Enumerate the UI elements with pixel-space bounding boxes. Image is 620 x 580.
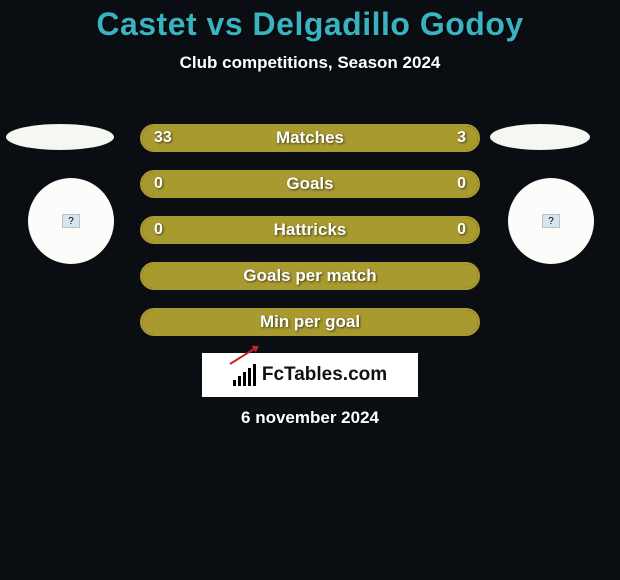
question-icon: ?	[62, 214, 80, 228]
logo-bars-icon	[233, 364, 256, 386]
stat-rows: Matches333Goals00Hattricks00Goals per ma…	[140, 124, 480, 354]
stat-value-left: 33	[142, 126, 184, 150]
stat-label: Goals per match	[142, 264, 478, 288]
flag-left-placeholder	[6, 124, 114, 150]
date-text: 6 november 2024	[0, 408, 620, 428]
stat-label: Min per goal	[142, 310, 478, 334]
fctables-logo: FcTables.com	[202, 353, 418, 397]
stat-label: Matches	[142, 126, 478, 150]
stat-row: Hattricks0 0	[140, 216, 480, 244]
question-icon: ?	[542, 214, 560, 228]
page-title: Castet vs Delgadillo Godoy	[0, 0, 620, 43]
stat-row: Min per goal	[140, 308, 480, 336]
stat-row: Goals per match	[140, 262, 480, 290]
stat-label: Goals	[142, 172, 478, 196]
stat-value-right: 3	[445, 126, 478, 150]
logo-text: FcTables.com	[262, 364, 387, 386]
team-badge-right: ?	[508, 178, 594, 264]
comparison-infographic: Castet vs Delgadillo Godoy Club competit…	[0, 0, 620, 580]
stat-row: Matches333	[140, 124, 480, 152]
flag-right-placeholder	[490, 124, 590, 150]
stat-label: Hattricks	[142, 218, 478, 242]
subtitle: Club competitions, Season 2024	[0, 53, 620, 73]
stat-value-left: 0	[142, 172, 175, 196]
stat-row: Goals0 0	[140, 170, 480, 198]
stat-value-right: 0	[445, 172, 478, 196]
stat-value-right: 0	[445, 218, 478, 242]
team-badge-left: ?	[28, 178, 114, 264]
stat-value-left: 0	[142, 218, 175, 242]
